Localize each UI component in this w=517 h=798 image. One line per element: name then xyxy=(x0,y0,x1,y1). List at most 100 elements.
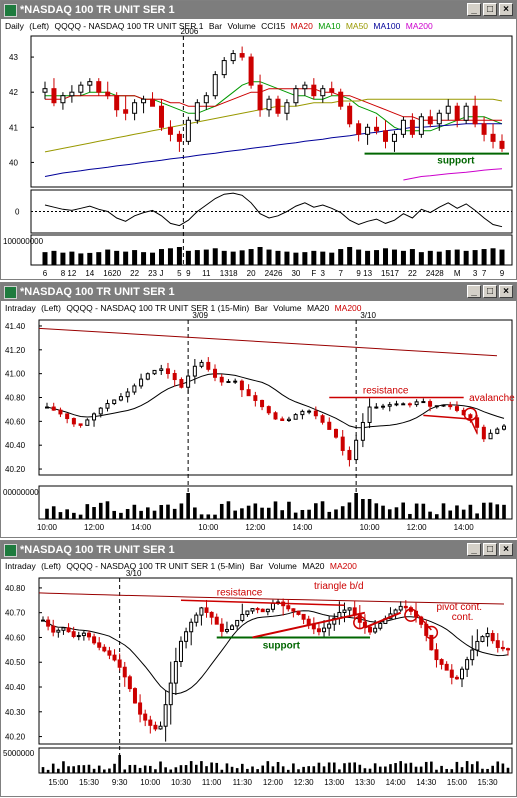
candle-15min xyxy=(71,418,76,425)
candle-15min xyxy=(475,417,480,428)
volume-bar xyxy=(213,514,217,519)
title-bar[interactable]: *NASDAQ 100 TR UNIT SER 1 _ □ × xyxy=(1,541,516,559)
volume-bar xyxy=(461,509,466,519)
volume-bar xyxy=(445,250,451,265)
volume-bar xyxy=(378,766,382,773)
maximize-button[interactable]: □ xyxy=(483,3,497,16)
daily-chart-window[interactable]: *NASDAQ 100 TR UNIT SER 1 _ □ × Daily (L… xyxy=(0,0,517,280)
volume-bar xyxy=(143,765,147,773)
volume-bar xyxy=(233,510,237,519)
volume-bar xyxy=(320,251,326,265)
legend-item: Daily xyxy=(5,21,24,31)
volume-bar xyxy=(215,762,219,773)
x-tick-label: 14:30 xyxy=(416,778,437,787)
resistance-line xyxy=(180,599,345,607)
candle-5min xyxy=(81,632,86,637)
maximize-button[interactable]: □ xyxy=(483,543,497,556)
x-tick-label: 9:30 xyxy=(112,778,128,787)
volume-bar xyxy=(307,509,311,519)
x-tick-label: 9 xyxy=(356,269,361,278)
volume-bar xyxy=(212,248,218,265)
candle-15min xyxy=(454,406,459,411)
x-tick-label: 10:00 xyxy=(140,778,161,787)
volume-bar xyxy=(92,507,96,519)
volume-bar xyxy=(206,514,211,519)
intraday-15min-window[interactable]: *NASDAQ 100 TR UNIT SER 1 _ □ × Intraday… xyxy=(0,282,517,538)
daily-candle xyxy=(230,53,236,62)
maximize-button[interactable]: □ xyxy=(483,285,497,298)
daily-candle xyxy=(329,88,335,93)
daily-candle xyxy=(185,119,191,142)
volume-bar xyxy=(455,505,459,519)
daily-candle xyxy=(338,91,344,107)
candle-15min xyxy=(434,405,439,408)
candle-5min xyxy=(163,704,168,727)
close-button[interactable]: × xyxy=(499,3,513,16)
volume-bar xyxy=(399,761,402,773)
volume-bar xyxy=(159,505,164,519)
daily-candle xyxy=(141,98,147,104)
volume-bar xyxy=(112,510,117,519)
volume-bar xyxy=(374,503,379,519)
volume-bar xyxy=(105,249,111,265)
daily-candle xyxy=(105,91,111,97)
legend-item: Volume xyxy=(268,561,297,571)
legend-item: (Left) xyxy=(41,303,61,313)
volume-bar xyxy=(314,503,318,519)
candle-5min xyxy=(86,632,91,638)
volume-bar xyxy=(132,250,138,265)
intraday-15min-chart[interactable]: 41.40 41.20 41.00 40.80 40.60 40.40 40.20 3/09 3… xyxy=(1,283,517,539)
candle-15min xyxy=(92,413,97,421)
candle-5min xyxy=(56,629,61,633)
volume-bar xyxy=(57,768,60,773)
volume-panel-frame xyxy=(38,747,513,774)
title-bar[interactable]: *NASDAQ 100 TR UNIT SER 1 _ □ × xyxy=(1,283,516,301)
minimize-button[interactable]: _ xyxy=(467,3,481,16)
volume-bar xyxy=(138,767,142,773)
minimize-button[interactable]: _ xyxy=(467,543,481,556)
intraday-5min-window[interactable]: *NASDAQ 100 TR UNIT SER 1 _ □ × Intraday… xyxy=(0,540,517,797)
volume-bar xyxy=(434,514,439,519)
volume-bar xyxy=(240,508,244,519)
minimize-button[interactable]: _ xyxy=(467,285,481,298)
candle-5min xyxy=(332,617,337,625)
cont-label: cont. xyxy=(452,612,474,623)
daily-candle xyxy=(374,126,380,132)
volume-bar xyxy=(419,766,423,773)
chart-app-icon xyxy=(4,544,17,557)
volume-bar xyxy=(465,761,469,773)
volume-bar xyxy=(220,769,224,773)
close-button[interactable]: × xyxy=(499,285,513,298)
volume-bar xyxy=(176,247,182,265)
close-button[interactable]: × xyxy=(499,543,513,556)
candle-15min xyxy=(280,418,285,422)
candle-5min xyxy=(485,632,490,638)
volume-bar xyxy=(373,763,377,773)
y-tick-label: 40.60 xyxy=(5,633,26,642)
volume-bar xyxy=(441,503,446,519)
volume-bar xyxy=(78,253,84,265)
legend-item: (Left) xyxy=(41,561,61,571)
daily-candle xyxy=(499,140,505,149)
title-bar[interactable]: *NASDAQ 100 TR UNIT SER 1 _ □ × xyxy=(1,1,516,19)
candle-15min xyxy=(246,389,251,397)
daily-candle xyxy=(356,123,362,135)
candle-15min xyxy=(340,436,345,451)
x-tick-label: 12 xyxy=(67,269,76,278)
candle-5min xyxy=(490,632,495,642)
candle-15min xyxy=(428,401,433,407)
volume-bar xyxy=(311,250,317,265)
chart-app-icon xyxy=(4,286,17,299)
legend-item: MA100 xyxy=(373,21,401,31)
daily-candle xyxy=(78,84,84,93)
intraday-5min-chart[interactable]: 40.80 40.70 40.60 40.50 40.40 40.30 40.20 3/10 r… xyxy=(1,541,517,798)
candle-5min xyxy=(434,649,439,661)
volume-bar xyxy=(167,248,173,265)
volume-bar xyxy=(139,510,143,519)
volume-bar xyxy=(387,509,392,519)
volume-bar xyxy=(174,767,178,773)
triangle-breakdown-circle xyxy=(353,615,367,630)
daily-candle xyxy=(248,56,254,86)
candle-5min xyxy=(132,688,137,704)
